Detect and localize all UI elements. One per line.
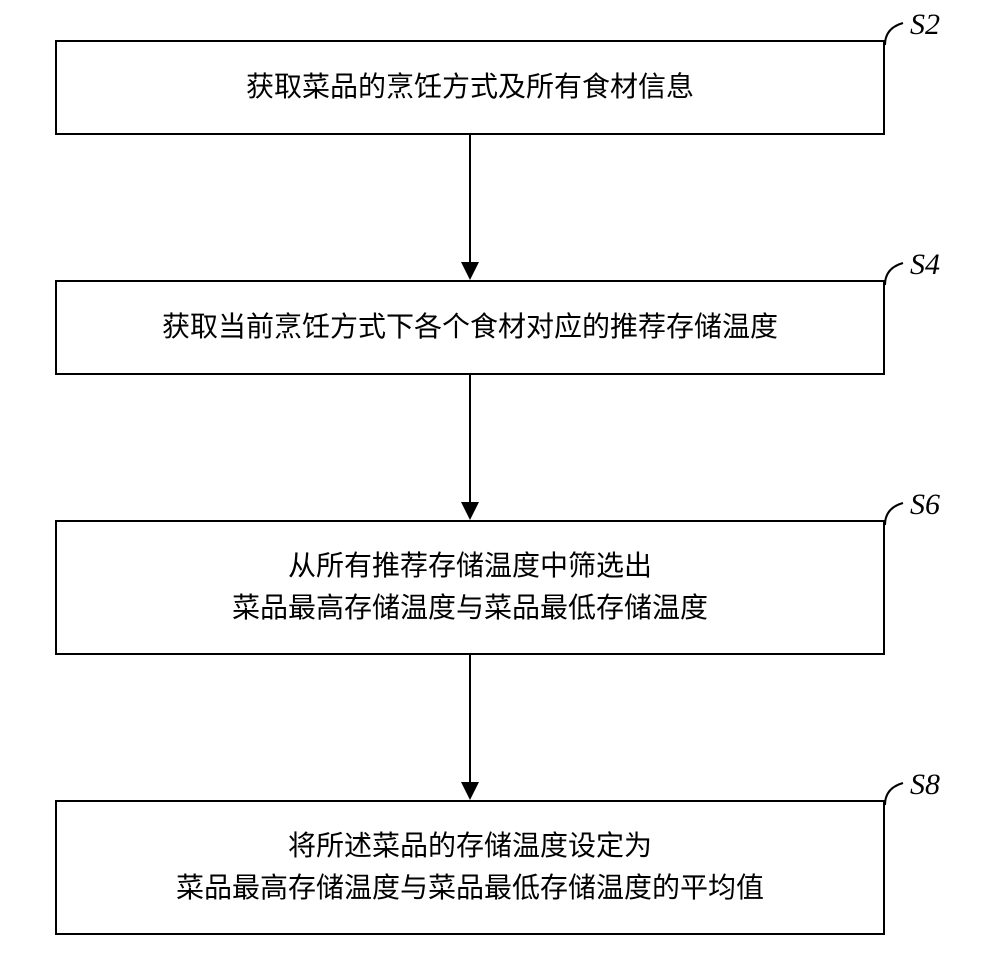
- connector-s8: [883, 778, 913, 808]
- node-text-s6: 从所有推荐存储温度中筛选出 菜品最高存储温度与菜品最低存储温度: [232, 546, 708, 630]
- step-label-s4: S4: [910, 248, 940, 282]
- arrow-head-s4-s6: [461, 502, 479, 520]
- node-text-s4: 获取当前烹饪方式下各个食材对应的推荐存储温度: [162, 307, 778, 349]
- flowchart-node-s6: 从所有推荐存储温度中筛选出 菜品最高存储温度与菜品最低存储温度: [55, 520, 885, 655]
- arrow-head-s6-s8: [461, 782, 479, 800]
- flowchart-node-s8: 将所述菜品的存储温度设定为 菜品最高存储温度与菜品最低存储温度的平均值: [55, 800, 885, 935]
- connector-s4: [883, 258, 913, 288]
- step-label-s8: S8: [910, 768, 940, 802]
- arrow-s2-s4: [469, 135, 471, 263]
- arrow-head-s2-s4: [461, 262, 479, 280]
- arrow-s6-s8: [469, 655, 471, 783]
- step-label-s6: S6: [910, 488, 940, 522]
- connector-s6: [883, 498, 913, 528]
- flowchart-container: 获取菜品的烹饪方式及所有食材信息 S2 获取当前烹饪方式下各个食材对应的推荐存储…: [0, 0, 1000, 977]
- step-label-s2: S2: [910, 8, 940, 42]
- node-text-s8: 将所述菜品的存储温度设定为 菜品最高存储温度与菜品最低存储温度的平均值: [176, 826, 764, 910]
- node-text-s2: 获取菜品的烹饪方式及所有食材信息: [246, 67, 694, 109]
- arrow-s4-s6: [469, 375, 471, 503]
- connector-s2: [883, 18, 913, 48]
- flowchart-node-s2: 获取菜品的烹饪方式及所有食材信息: [55, 40, 885, 135]
- flowchart-node-s4: 获取当前烹饪方式下各个食材对应的推荐存储温度: [55, 280, 885, 375]
